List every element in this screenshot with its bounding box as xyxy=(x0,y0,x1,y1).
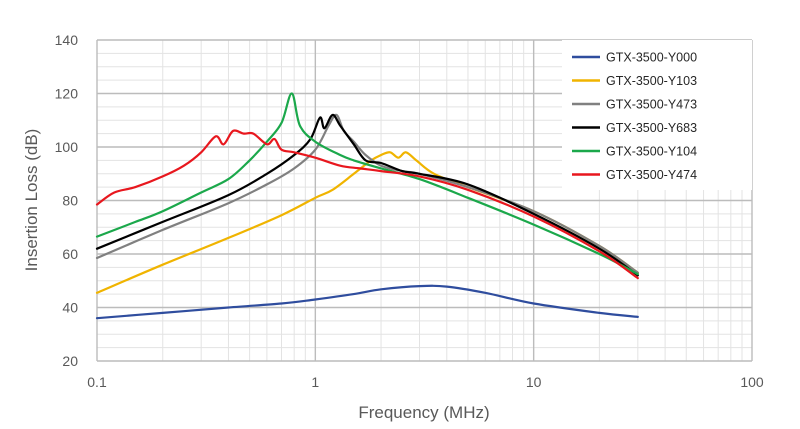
legend-label: GTX-3500-Y103 xyxy=(606,74,697,88)
y-tick-label: 40 xyxy=(62,300,78,316)
x-tick-labels: 0.1 1 10 100 xyxy=(87,374,764,390)
series-line-5 xyxy=(95,92,639,276)
legend-label: GTX-3500-Y474 xyxy=(606,168,697,182)
y-tick-label: 120 xyxy=(55,86,79,102)
y-tick-label: 140 xyxy=(55,32,79,48)
series-line-6 xyxy=(95,129,639,280)
legend: GTX-3500-Y000 GTX-3500-Y103 GTX-3500-Y473 G… xyxy=(562,40,752,190)
y-axis-title: Insertion Loss (dB) xyxy=(22,129,41,272)
x-axis-title: Frequency (MHz) xyxy=(358,403,489,422)
x-tick-label: 100 xyxy=(740,374,764,390)
y-tick-label: 100 xyxy=(55,139,79,155)
legend-label: GTX-3500-Y473 xyxy=(606,98,697,112)
x-tick-label: 1 xyxy=(311,374,319,390)
series-line-1 xyxy=(95,284,639,320)
y-tick-labels: 20 40 60 80 100 120 140 xyxy=(55,32,79,369)
y-tick-label: 20 xyxy=(62,353,78,369)
y-tick-label: 80 xyxy=(62,193,78,209)
series-line-3 xyxy=(95,113,639,274)
legend-background xyxy=(562,40,752,190)
series-line-4 xyxy=(95,113,639,277)
y-tick-label: 60 xyxy=(62,246,78,262)
legend-label: GTX-3500-Y000 xyxy=(606,51,697,65)
legend-label: GTX-3500-Y104 xyxy=(606,145,697,159)
x-tick-label: 0.1 xyxy=(87,374,107,390)
x-tick-label: 10 xyxy=(526,374,542,390)
legend-label: GTX-3500-Y683 xyxy=(606,121,697,135)
series-lines xyxy=(95,92,639,320)
